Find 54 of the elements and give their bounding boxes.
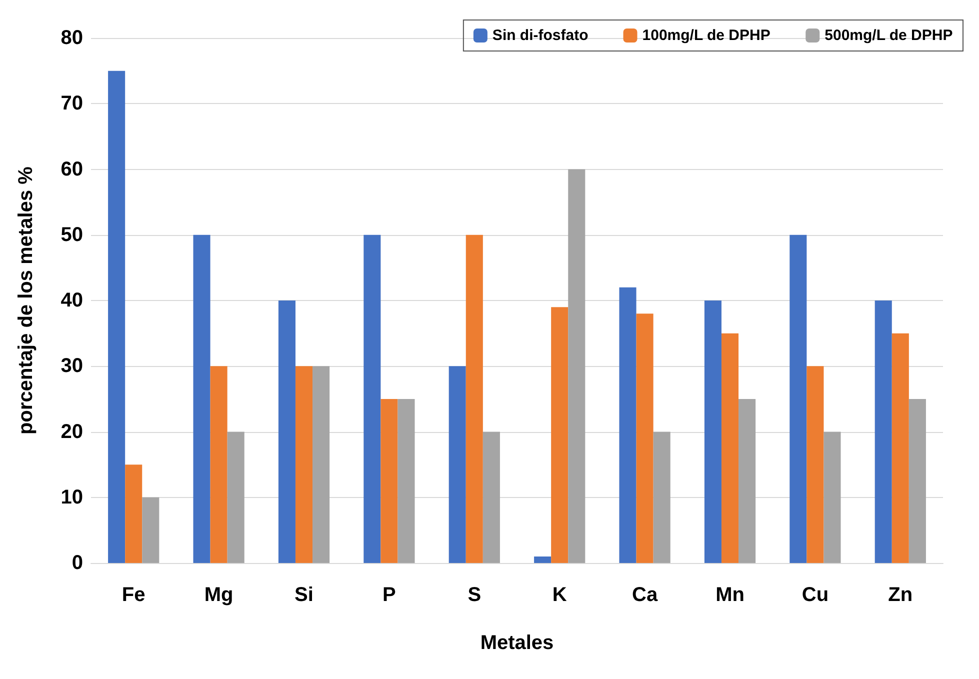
- bar: [790, 234, 807, 563]
- bar: [466, 234, 483, 563]
- y-tick-label: 30: [60, 355, 83, 378]
- bar: [398, 398, 415, 563]
- bar: [551, 307, 568, 563]
- bar: [636, 314, 654, 563]
- x-tick-label: P: [382, 584, 396, 606]
- y-tick-label: 50: [60, 224, 83, 246]
- bar: [193, 234, 210, 563]
- bar: [721, 333, 739, 563]
- bar: [619, 287, 636, 563]
- bar: [824, 432, 841, 563]
- y-tick-label: 80: [60, 27, 83, 49]
- y-tick-label: 60: [60, 158, 83, 180]
- bar: [364, 234, 381, 563]
- bar: [534, 556, 552, 563]
- y-axis-title: porcentaje de los metales %: [15, 166, 37, 434]
- bar: [874, 300, 892, 563]
- bar: [312, 366, 330, 563]
- bar: [142, 497, 160, 563]
- y-tick-label: 70: [60, 92, 83, 115]
- bar: [653, 432, 670, 563]
- y-tick-label: 40: [60, 290, 83, 312]
- x-tick-label: Ca: [632, 584, 658, 606]
- bar: [892, 333, 909, 563]
- x-tick-label: Fe: [122, 584, 146, 606]
- x-tick-label: Mn: [716, 584, 744, 606]
- legend-label: 100mg/L de DPHP: [642, 27, 770, 44]
- bar: [210, 366, 228, 563]
- x-tick-label: Si: [294, 584, 314, 606]
- bar: [448, 366, 466, 563]
- x-tick-label: Mg: [204, 584, 234, 606]
- bar: [568, 169, 586, 563]
- bar: [380, 398, 398, 563]
- x-axis-title: Metales: [480, 632, 554, 654]
- y-tick-label: 20: [60, 420, 83, 443]
- legend-label: 500mg/L de DPHP: [824, 27, 953, 44]
- legend-label: Sin di-fosfato: [492, 27, 588, 44]
- bar: [295, 366, 313, 563]
- x-tick-label: Cu: [802, 584, 829, 606]
- bar: [108, 70, 126, 563]
- bar: [908, 398, 926, 563]
- bar: [482, 432, 500, 563]
- bar: [704, 300, 722, 563]
- x-tick-label: S: [468, 584, 482, 606]
- y-tick-label: 0: [72, 552, 83, 574]
- bar: [278, 300, 296, 563]
- bar: [806, 366, 824, 563]
- bar: [125, 464, 142, 563]
- x-tick-label: Zn: [888, 584, 913, 606]
- bar: [227, 432, 244, 563]
- y-tick-label: 10: [60, 486, 83, 508]
- bar: [738, 398, 756, 563]
- x-tick-label: K: [552, 584, 568, 606]
